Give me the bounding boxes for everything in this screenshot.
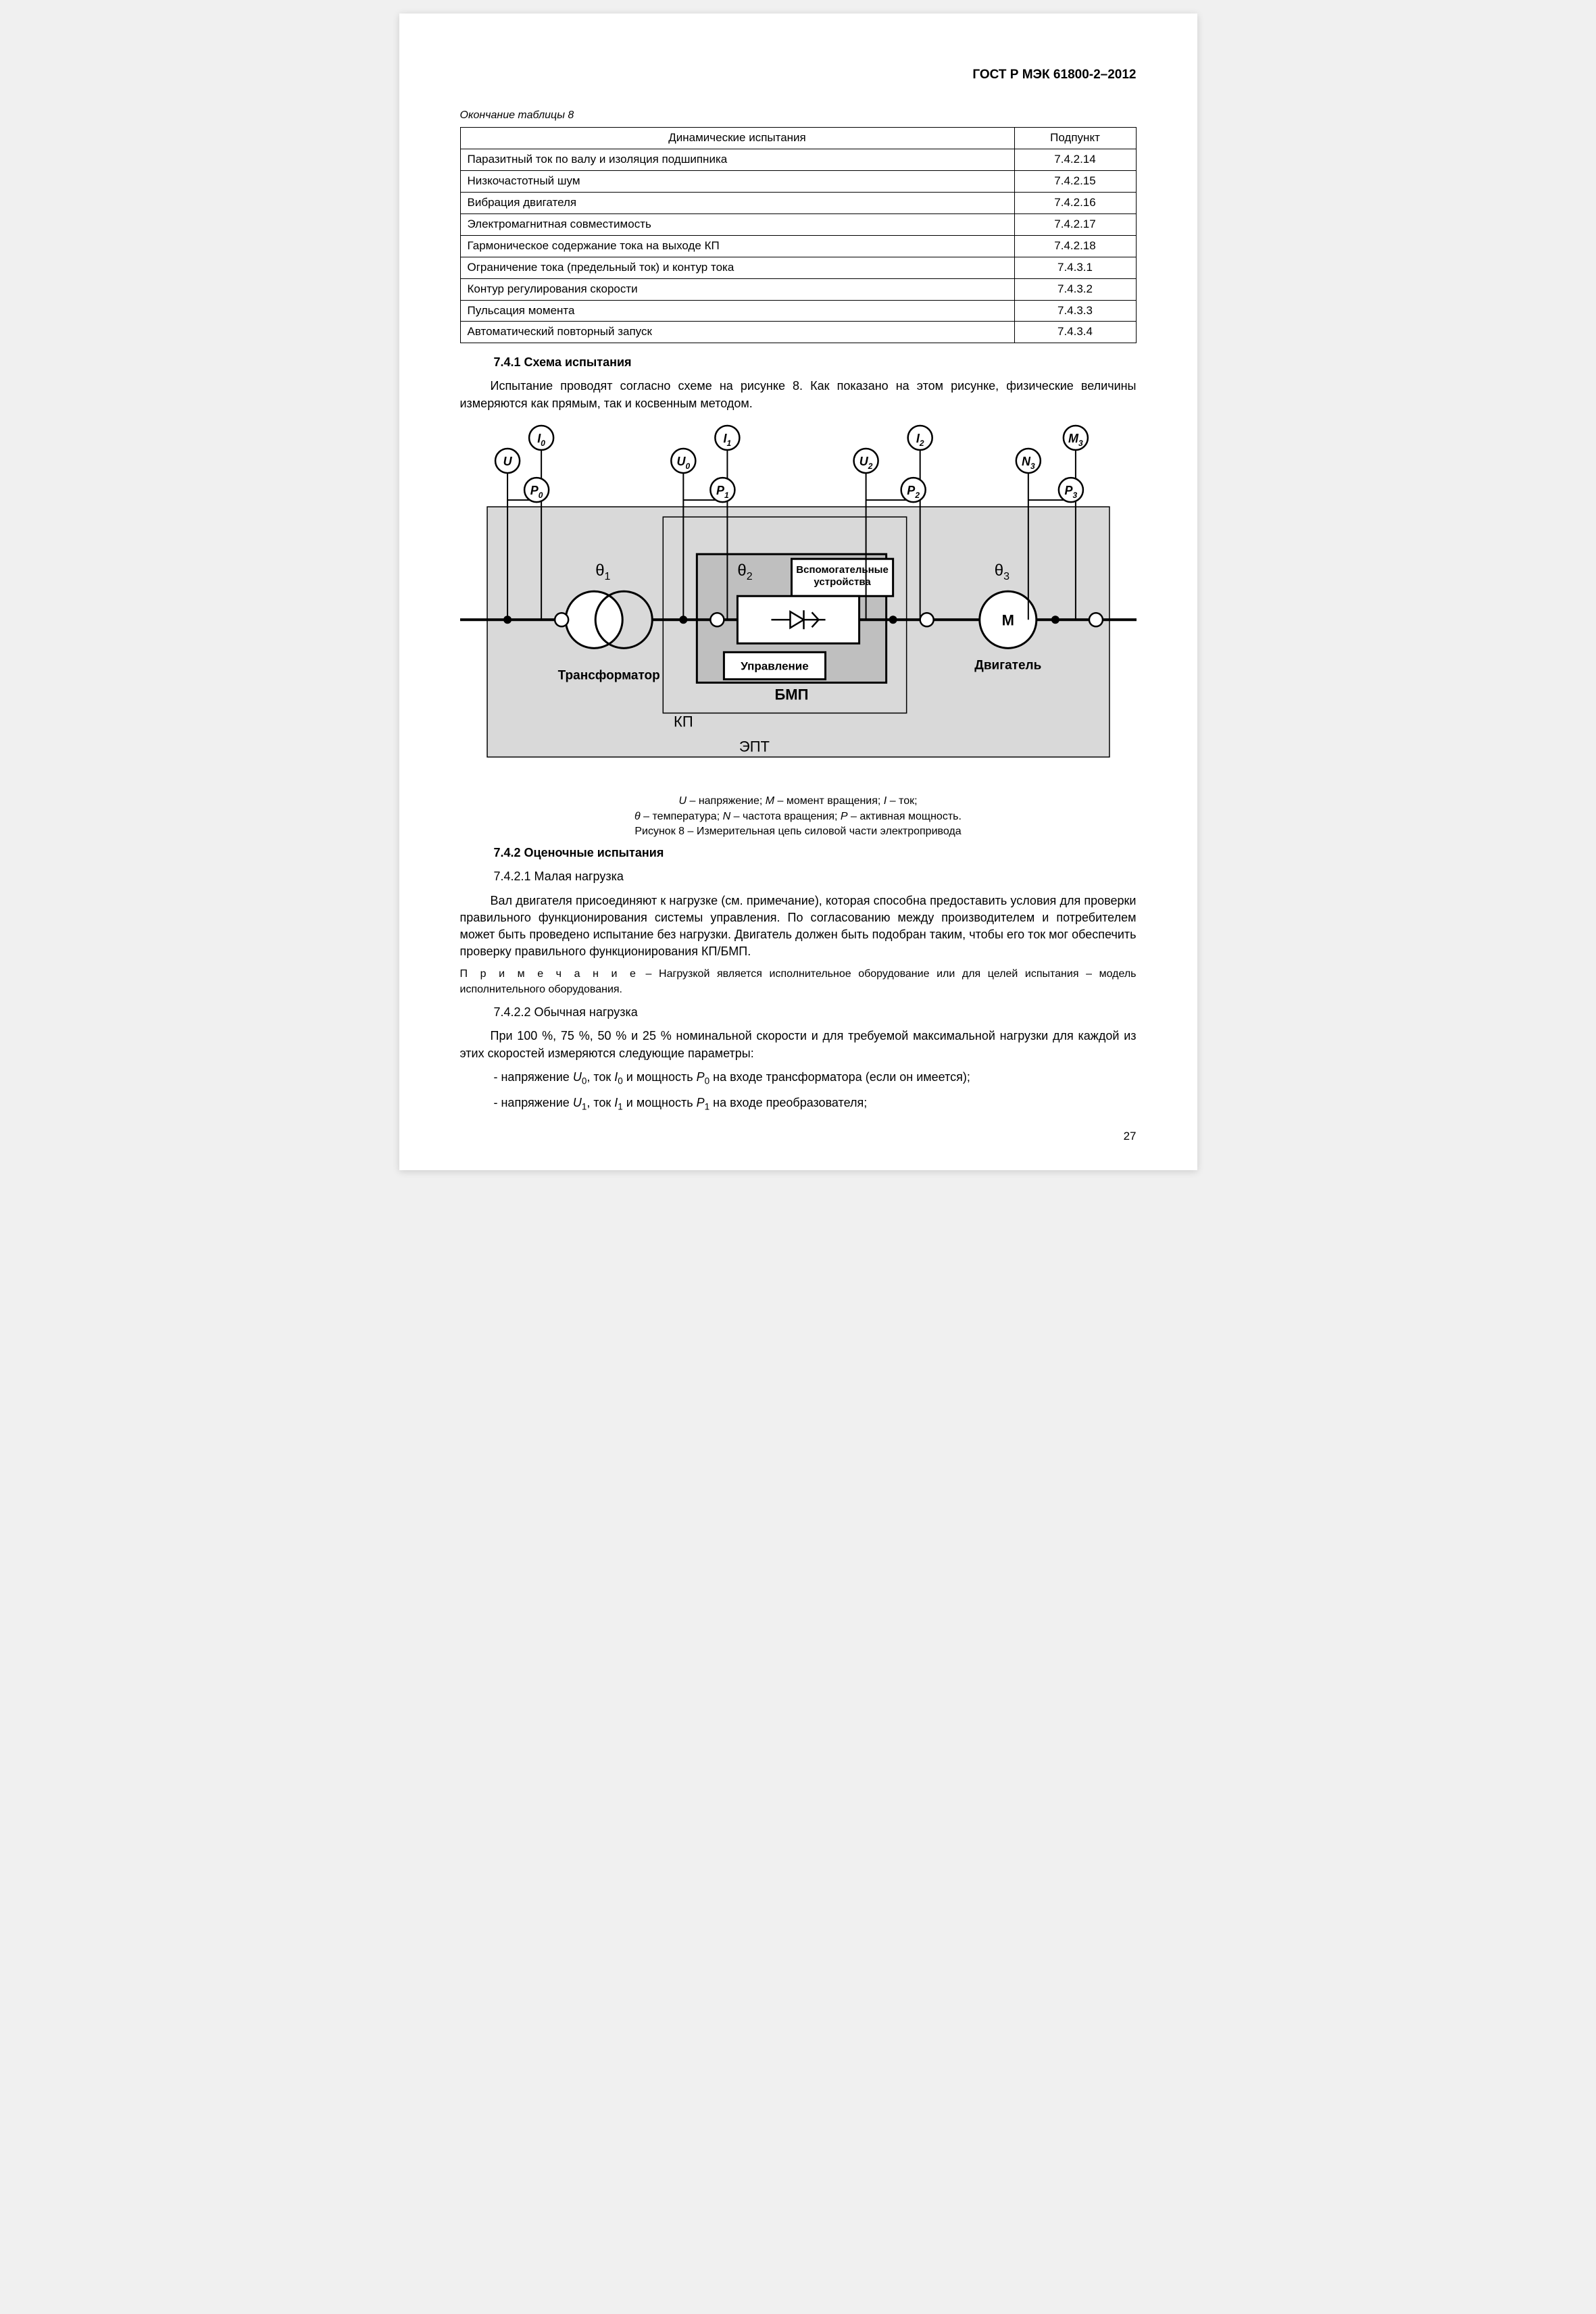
section-7-4-2-2-para: При 100 %, 75 %, 50 % и 25 % номинальной… xyxy=(460,1028,1137,1061)
t: и мощность xyxy=(623,1070,697,1084)
t: - напряжение xyxy=(494,1096,573,1109)
t: - напряжение xyxy=(494,1070,573,1084)
table-row: Гармоническое содержание тока на выходе … xyxy=(460,235,1136,257)
t: и мощность xyxy=(623,1096,697,1109)
table-header-row: Динамические испытания Подпункт xyxy=(460,128,1136,149)
cell: Пульсация момента xyxy=(460,300,1014,322)
aux-label-2: устройства xyxy=(814,576,871,588)
table-row: Низкочастотный шум7.4.2.15 xyxy=(460,170,1136,192)
ept-label: ЭПТ xyxy=(739,738,769,755)
table-row: Контур регулирования скорости7.4.3.2 xyxy=(460,278,1136,300)
kp-label: КП xyxy=(674,713,693,730)
t: M xyxy=(766,795,774,807)
t: N xyxy=(723,811,731,822)
t: на входе трансформатора (если он имеется… xyxy=(709,1070,970,1084)
transformer-label: Трансформатор xyxy=(557,668,659,682)
section-7-4-1-title: 7.4.1 Схема испытания xyxy=(494,355,1137,370)
note-label: П р и м е ч а н и е xyxy=(460,968,639,980)
control-label: Управление xyxy=(741,659,808,672)
bmp-label: БМП xyxy=(774,686,808,703)
node xyxy=(1089,613,1102,626)
section-7-4-1-para: Испытание проводят согласно схеме на рис… xyxy=(460,378,1137,411)
figure-8: Вспомогательные устройства Управление Тр… xyxy=(460,419,1137,840)
t: – ток; xyxy=(887,795,917,807)
tests-table: Динамические испытания Подпункт Паразитн… xyxy=(460,127,1137,343)
node xyxy=(555,613,568,626)
table-continuation-label: Окончание таблицы 8 xyxy=(460,109,1137,122)
t: , ток xyxy=(587,1070,614,1084)
t: P xyxy=(697,1070,705,1084)
table-row: Паразитный ток по валу и изоляция подшип… xyxy=(460,149,1136,170)
table-row: Пульсация момента7.4.3.3 xyxy=(460,300,1136,322)
t: – частота вращения; xyxy=(730,811,841,822)
caption-line-1: U – напряжение; M – момент вращения; I –… xyxy=(460,794,1137,809)
t: на входе преобразователя; xyxy=(709,1096,867,1109)
t: – активная мощность. xyxy=(848,811,962,822)
cell: Автоматический повторный запуск xyxy=(460,322,1014,343)
bullet-2: - напряжение U1, ток I1 и мощность P1 на… xyxy=(494,1095,1137,1113)
section-7-4-2-2-title: 7.4.2.2 Обычная нагрузка xyxy=(494,1004,1137,1021)
t: θ xyxy=(634,811,641,822)
dot xyxy=(1051,615,1059,624)
bullet-1: - напряжение U0, ток I0 и мощность P0 на… xyxy=(494,1069,1137,1088)
text: При 100 %, 75 %, 50 % и 25 % номинальной… xyxy=(460,1029,1137,1059)
t: – момент вращения; xyxy=(774,795,884,807)
t: – напряжение; xyxy=(687,795,766,807)
cell: Низкочастотный шум xyxy=(460,170,1014,192)
cell: Гармоническое содержание тока на выходе … xyxy=(460,235,1014,257)
doc-header: ГОСТ Р МЭК 61800-2–2012 xyxy=(460,68,1137,82)
text: Вал двигателя присоединяют к нагрузке (с… xyxy=(460,894,1137,959)
section-7-4-2-1-title: 7.4.2.1 Малая нагрузка xyxy=(494,868,1137,885)
t: U xyxy=(573,1096,582,1109)
cell: Электромагнитная совместимость xyxy=(460,213,1014,235)
cell: 7.4.3.3 xyxy=(1014,300,1136,322)
node xyxy=(710,613,724,626)
section-7-4-2-title: 7.4.2 Оценочные испытания xyxy=(494,846,1137,860)
cell: Ограничение тока (предельный ток) и конт… xyxy=(460,257,1014,278)
note-7-4-2-1: П р и м е ч а н и е – Нагрузкой является… xyxy=(460,967,1137,997)
text: Испытание проводят согласно схеме на рис… xyxy=(460,379,1137,409)
t: U xyxy=(573,1070,582,1084)
col2-header: Подпункт xyxy=(1014,128,1136,149)
t: 1 xyxy=(618,1102,623,1112)
cell: 7.4.2.17 xyxy=(1014,213,1136,235)
aux-label: Вспомогательные xyxy=(796,564,889,576)
cell: 7.4.2.15 xyxy=(1014,170,1136,192)
cell: Вибрация двигателя xyxy=(460,192,1014,213)
table-row: Ограничение тока (предельный ток) и конт… xyxy=(460,257,1136,278)
dot xyxy=(889,615,897,624)
section-7-4-2-1-para: Вал двигателя присоединяют к нагрузке (с… xyxy=(460,892,1137,961)
page-number: 27 xyxy=(1124,1130,1137,1143)
cell: Паразитный ток по валу и изоляция подшип… xyxy=(460,149,1014,170)
t: P xyxy=(841,811,848,822)
caption-line-3: Рисунок 8 – Измерительная цепь силовой ч… xyxy=(460,824,1137,839)
table-row: Вибрация двигателя7.4.2.16 xyxy=(460,192,1136,213)
cell: 7.4.2.16 xyxy=(1014,192,1136,213)
t: P xyxy=(697,1096,705,1109)
col1-header: Динамические испытания xyxy=(460,128,1014,149)
motor-m: М xyxy=(1001,611,1014,628)
figure-8-caption: U – напряжение; M – момент вращения; I –… xyxy=(460,794,1137,839)
meter-U-label: U xyxy=(503,455,512,468)
motor-label: Двигатель xyxy=(974,658,1041,672)
t: 0 xyxy=(618,1076,623,1086)
t: – температура; xyxy=(641,811,723,822)
table-row: Электромагнитная совместимость7.4.2.17 xyxy=(460,213,1136,235)
cell: 7.4.3.4 xyxy=(1014,322,1136,343)
cell: 7.4.2.18 xyxy=(1014,235,1136,257)
t: , ток xyxy=(587,1096,614,1109)
cell: Контур регулирования скорости xyxy=(460,278,1014,300)
figure-8-svg: Вспомогательные устройства Управление Тр… xyxy=(460,419,1137,784)
cell: 7.4.3.1 xyxy=(1014,257,1136,278)
cell: 7.4.3.2 xyxy=(1014,278,1136,300)
t: U xyxy=(678,795,687,807)
cell: 7.4.2.14 xyxy=(1014,149,1136,170)
caption-line-2: θ – температура; N – частота вращения; P… xyxy=(460,809,1137,824)
table-row: Автоматический повторный запуск7.4.3.4 xyxy=(460,322,1136,343)
node xyxy=(920,613,933,626)
page: ГОСТ Р МЭК 61800-2–2012 Окончание таблиц… xyxy=(399,14,1197,1170)
